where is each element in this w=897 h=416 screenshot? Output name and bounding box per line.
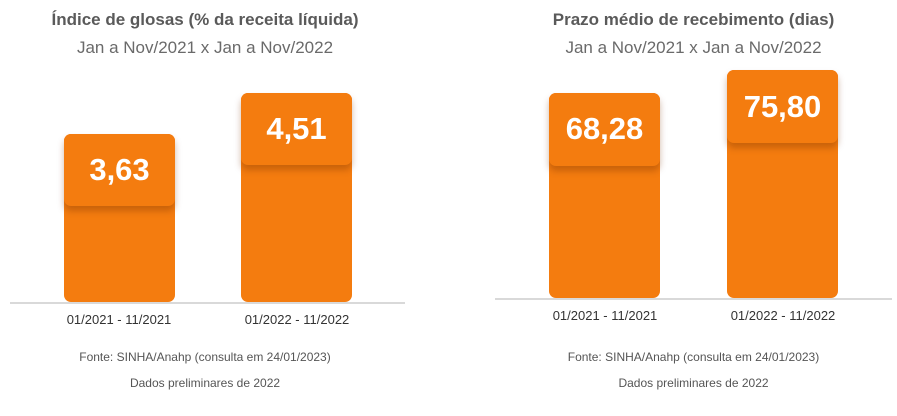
- chart-subtitle: Jan a Nov/2021 x Jan a Nov/2022: [565, 38, 822, 57]
- bar-2: 75,80: [727, 70, 838, 298]
- bar-value-label: 75,80: [727, 70, 838, 143]
- chart-subtitle: Jan a Nov/2021 x Jan a Nov/2022: [76, 38, 334, 57]
- x-tick-label: 01/2021 - 11/2021: [552, 308, 658, 323]
- chart-panel-prazo: Prazo médio de recebimento (dias) Jan a …: [490, 0, 897, 416]
- bar-value-label: 3,63: [64, 133, 175, 206]
- source-note: Fonte: SINHA/Anahp (consulta em 24/01/20…: [79, 350, 331, 364]
- preliminary-note: Dados preliminares de 2022: [129, 376, 281, 390]
- plot-area: 68,28 01/2021 - 11/2021 75,80 01/2022 - 11/…: [490, 0, 897, 416]
- chart-panel-glosas: Índice de glosas (% da receita líquida) …: [0, 0, 410, 416]
- chart-title: Índice de glosas (% da receita líquida): [51, 10, 359, 29]
- x-axis-baseline: [10, 302, 405, 304]
- plot-area: 3,63 01/2021 - 11/2021 4,51 01/2022 - 11/20…: [0, 0, 410, 416]
- x-axis-baseline: [495, 298, 892, 300]
- bar-value-label: 4,51: [241, 93, 352, 165]
- preliminary-note: Dados preliminares de 2022: [618, 376, 769, 390]
- x-tick-label: 01/2022 - 11/2022: [730, 308, 836, 323]
- x-tick-label: 01/2022 - 11/2022: [244, 312, 350, 327]
- bar-2: 4,51: [241, 93, 352, 302]
- x-tick-label: 01/2021 - 11/2021: [66, 312, 172, 327]
- bar-value-label: 68,28: [549, 92, 660, 166]
- chart-title: Prazo médio de recebimento (dias): [552, 10, 835, 29]
- bar-1: 68,28: [549, 92, 660, 298]
- source-note: Fonte: SINHA/Anahp (consulta em 24/01/20…: [567, 350, 820, 364]
- bar-1: 3,63: [64, 133, 175, 302]
